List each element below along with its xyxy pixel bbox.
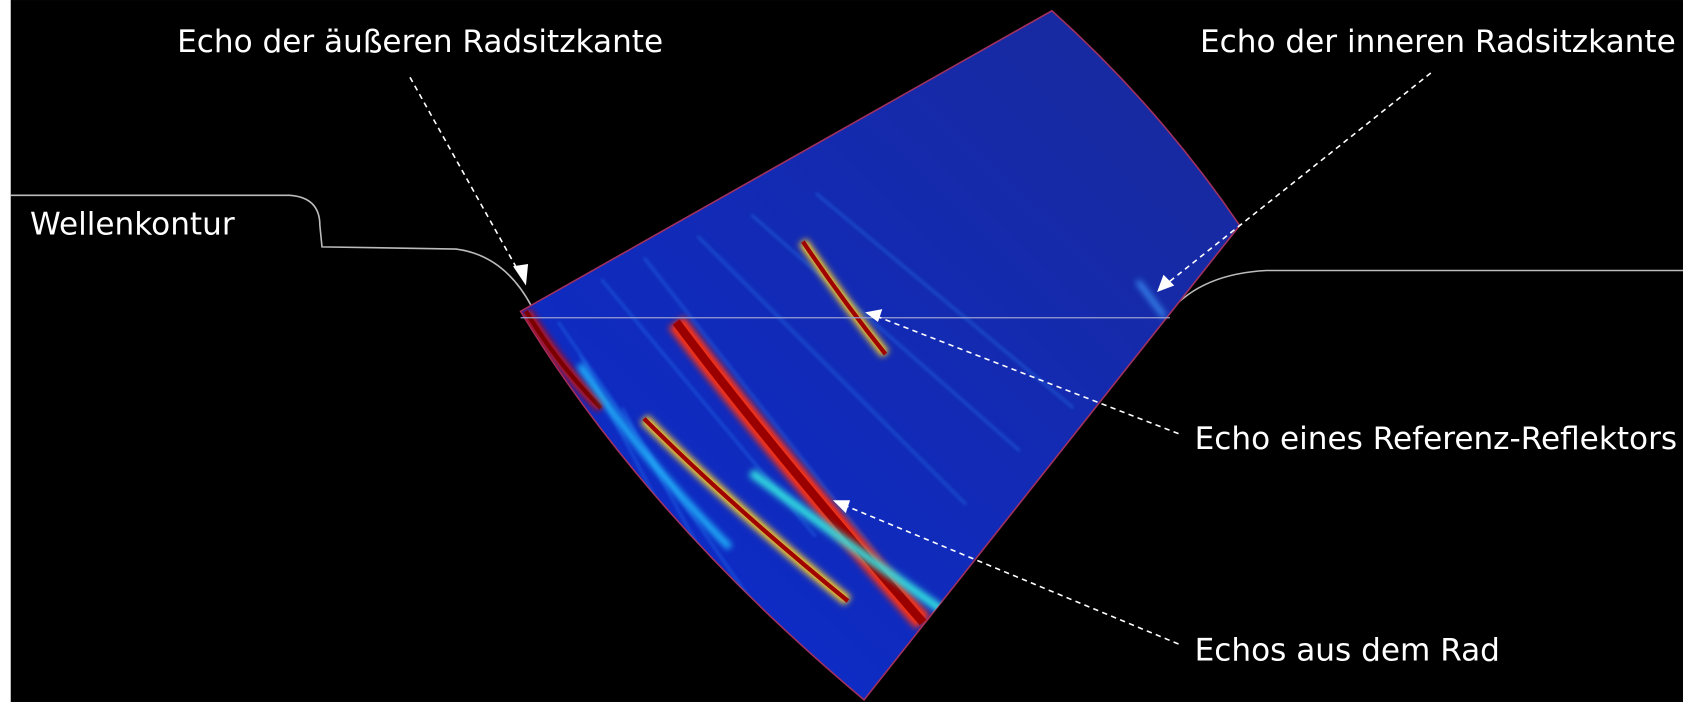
scan-image: Echo der äußeren Radsitzkante Echo der i…: [0, 0, 1683, 702]
label-reference-echo: Echo eines Referenz-Reflektors: [1195, 421, 1677, 457]
label-shaft-contour: Wellenkontur: [30, 206, 235, 242]
page: {"labels": { "outer_seat_echo": "Echo de…: [0, 0, 1683, 702]
label-inner-seat-echo: Echo der inneren Radsitzkante: [1200, 24, 1676, 60]
label-wheel-echoes: Echos aus dem Rad: [1195, 633, 1500, 669]
label-outer-seat-echo: Echo der äußeren Radsitzkante: [177, 24, 663, 60]
